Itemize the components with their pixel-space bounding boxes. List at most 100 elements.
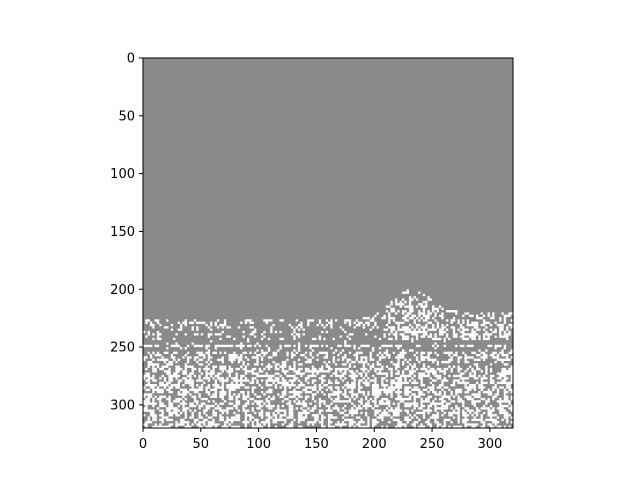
white-pixel-run [339, 411, 345, 415]
white-pixel-run [244, 377, 248, 380]
white-pixel-run [506, 418, 509, 422]
white-pixel-run [274, 372, 280, 375]
white-pixel-run [147, 416, 150, 419]
white-pixel-run [501, 379, 507, 382]
y-tick-label: 50 [118, 109, 135, 124]
white-pixel-run [432, 307, 439, 311]
white-pixel-run [189, 372, 194, 375]
white-pixel-run [244, 356, 248, 359]
white-pixel-run [471, 402, 477, 405]
y-tick-label: 250 [110, 341, 135, 356]
white-pixel-run [503, 317, 507, 320]
white-pixel-run [332, 351, 335, 354]
white-pixel-run [510, 404, 513, 408]
white-pixel-run [288, 414, 294, 417]
white-pixel-run [256, 342, 259, 345]
white-pixel-run [496, 425, 502, 428]
white-pixel-run [242, 335, 245, 338]
white-pixel-run [205, 360, 208, 364]
white-pixel-run [508, 330, 511, 334]
white-pixel-run [408, 307, 414, 311]
white-pixel-run [348, 425, 352, 428]
white-pixel-run [487, 411, 493, 415]
white-pixel-run [367, 391, 370, 394]
white-pixel-run [385, 365, 389, 368]
white-pixel-run [378, 414, 391, 417]
white-pixel-run [367, 377, 370, 380]
white-pixel-run [367, 323, 370, 327]
white-pixel-run [339, 335, 342, 338]
white-pixel-run [147, 377, 155, 380]
white-pixel-run [328, 425, 335, 428]
white-pixel-run [397, 358, 400, 361]
white-pixel-run [432, 326, 435, 329]
white-pixel-run [413, 400, 416, 403]
white-pixel-run [485, 418, 497, 422]
white-pixel-run [184, 323, 187, 327]
white-pixel-run [295, 351, 298, 354]
white-pixel-run [355, 358, 359, 361]
white-pixel-run [376, 326, 379, 329]
white-pixel-run [411, 340, 414, 343]
white-pixel-run [198, 395, 201, 398]
white-pixel-run [395, 303, 405, 306]
white-pixel-run [219, 351, 222, 354]
white-pixel-run [397, 326, 400, 329]
white-pixel-run [353, 321, 356, 324]
white-pixel-run [180, 388, 187, 391]
white-pixel-run [480, 381, 488, 385]
white-pixel-run [182, 404, 185, 408]
white-pixel-run [480, 356, 488, 359]
white-pixel-run [147, 330, 150, 334]
white-pixel-run [281, 377, 285, 380]
white-pixel-run [217, 377, 224, 380]
white-pixel-run [422, 409, 433, 412]
white-pixel-run [168, 360, 174, 364]
white-pixel-run [351, 377, 356, 380]
white-pixel-run [365, 384, 370, 387]
white-pixel-run [448, 388, 451, 391]
white-pixel-run [159, 377, 162, 380]
white-pixel-run [348, 397, 352, 401]
white-pixel-run [476, 409, 481, 412]
white-pixel-run [492, 397, 495, 401]
white-pixel-run [365, 407, 368, 410]
white-pixel-run [328, 414, 333, 417]
white-pixel-run [358, 391, 365, 394]
white-pixel-run [217, 358, 224, 361]
white-pixel-run [344, 330, 347, 334]
white-pixel-run [147, 365, 150, 368]
white-pixel-run [457, 319, 460, 322]
white-pixel-run [242, 367, 248, 371]
white-pixel-run [337, 354, 340, 357]
white-pixel-run [295, 397, 298, 401]
white-pixel-run [214, 323, 217, 327]
white-pixel-run [175, 425, 178, 428]
white-pixel-run [272, 360, 275, 364]
white-pixel-run [284, 388, 287, 391]
white-pixel-run [462, 314, 465, 317]
white-pixel-run [385, 354, 391, 357]
white-pixel-run [267, 377, 273, 380]
white-pixel-run [293, 400, 296, 403]
white-pixel-run [422, 365, 426, 368]
white-pixel-run [156, 330, 160, 334]
white-pixel-run [182, 391, 190, 394]
white-pixel-run [258, 384, 261, 387]
white-pixel-run [360, 358, 363, 361]
white-pixel-run [506, 384, 511, 387]
white-pixel-run [344, 354, 347, 357]
white-pixel-run [207, 356, 213, 359]
white-pixel-run [332, 337, 335, 341]
white-pixel-run [348, 351, 352, 354]
white-pixel-run [256, 402, 261, 405]
white-pixel-run [450, 421, 453, 424]
white-pixel-run [156, 321, 160, 324]
white-pixel-run [452, 330, 456, 334]
white-pixel-run [323, 360, 326, 364]
white-pixel-run [219, 416, 224, 419]
white-pixel-run [462, 414, 470, 417]
white-pixel-run [244, 411, 248, 415]
white-pixel-run [318, 397, 322, 401]
white-pixel-run [344, 370, 347, 373]
